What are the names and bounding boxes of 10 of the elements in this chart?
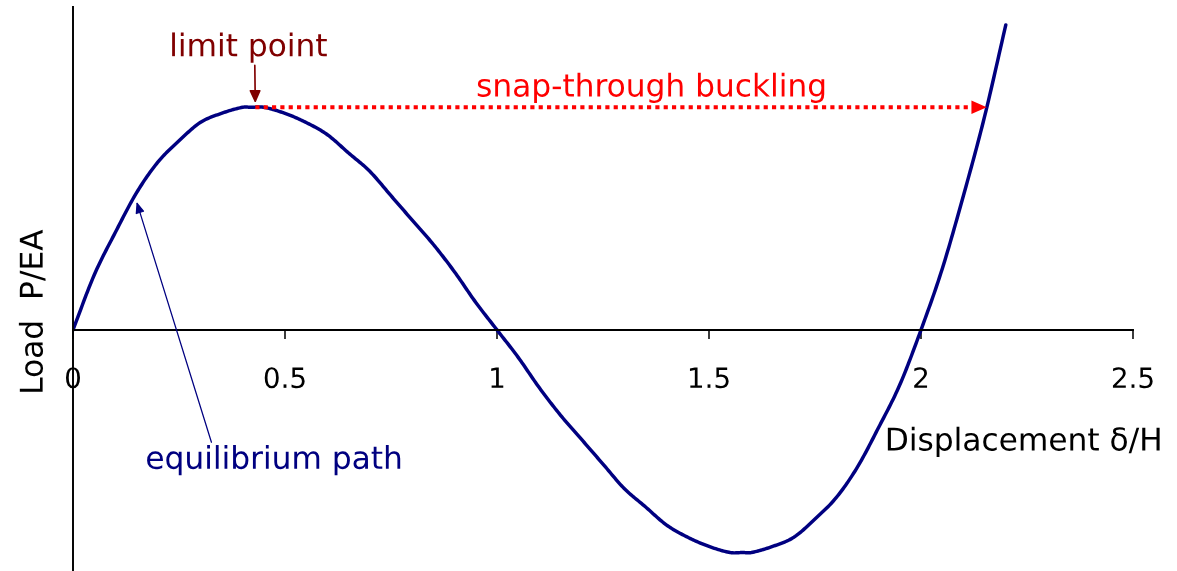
x-tick-label: 1 [491,367,504,388]
x-tick-label: 2 [914,367,928,388]
annotation: snap-through buckling [477,72,825,103]
x-axis-title: Displacement δ/H [887,426,1160,457]
annotation: equilibrium path [147,445,401,476]
annotation: limit point [172,32,327,63]
y-axis-title: Load P/EA [18,229,46,392]
x-tick-label: 0.5 [264,367,305,389]
x-tick-label: 2.5 [1112,367,1153,389]
x-tick-label: 1.5 [689,367,729,389]
